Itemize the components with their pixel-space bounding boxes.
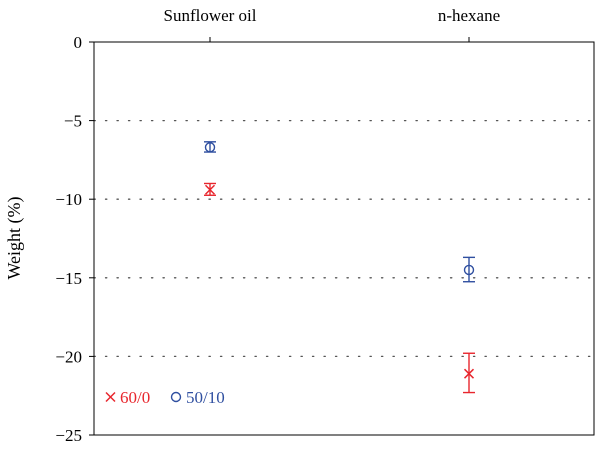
- data-point: [463, 352, 475, 394]
- x-marker: [204, 184, 216, 195]
- category-label: n-hexane: [438, 6, 500, 25]
- y-axis: 0 −5 −10 −15 −20 −25: [55, 33, 94, 445]
- legend-label: 50/10: [186, 388, 225, 407]
- y-tick-label: −10: [55, 190, 82, 209]
- data-series: [204, 141, 475, 394]
- plot-frame: [93, 41, 595, 436]
- gridlines: [93, 119, 595, 358]
- data-point: [204, 182, 216, 196]
- y-axis-label: Weight (%): [4, 196, 25, 279]
- legend-marker-x: [105, 391, 116, 403]
- data-point: [204, 141, 216, 153]
- y-tick-label: 0: [74, 33, 83, 52]
- x-marker: [463, 368, 475, 379]
- legend: 60/0 50/10: [105, 388, 225, 407]
- circle-marker: [463, 264, 475, 276]
- y-tick-label: −20: [55, 347, 82, 366]
- y-tick-label: −5: [64, 112, 82, 131]
- category-labels: Sunflower oil n-hexane: [163, 6, 500, 42]
- data-point: [463, 256, 475, 283]
- y-tick-label: −15: [55, 269, 82, 288]
- y-tick-label: −25: [55, 426, 82, 445]
- legend-label: 60/0: [120, 388, 150, 407]
- category-label: Sunflower oil: [163, 6, 256, 25]
- circle-marker: [204, 142, 216, 153]
- legend-marker-circle: [170, 391, 182, 403]
